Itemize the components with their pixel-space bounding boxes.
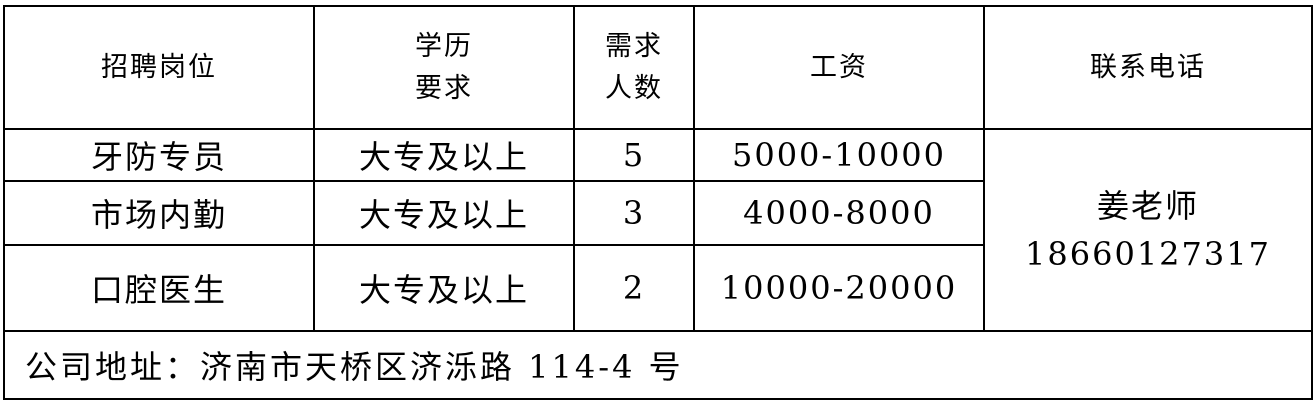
header-count: 需求 人数 — [573, 5, 695, 130]
header-salary: 工资 — [693, 5, 985, 130]
cell-position: 口腔医生 — [3, 244, 315, 332]
table-row: 口腔医生 大专及以上 2 10000-20000 — [3, 244, 1312, 332]
cell-education: 大专及以上 — [313, 244, 575, 332]
header-count-line1: 需求 — [605, 30, 663, 62]
header-education-line2: 要求 — [415, 72, 473, 104]
contact-phone: 18660127317 — [1025, 235, 1271, 273]
cell-count: 2 — [573, 244, 695, 332]
cell-position: 牙防专员 — [3, 128, 315, 182]
header-education-line1: 学历 — [415, 30, 473, 62]
header-phone: 联系电话 — [983, 5, 1313, 130]
cell-salary: 10000-20000 — [693, 244, 985, 332]
table-row: 牙防专员 大专及以上 5 5000-10000 姜老师 18660127317 — [3, 128, 1313, 332]
cell-salary: 4000-8000 — [693, 180, 985, 246]
cell-salary: 5000-10000 — [693, 128, 985, 182]
cell-count: 3 — [573, 180, 695, 246]
header-row: 招聘岗位 学历要求 需求人数 工资 联系电话 — [3, 5, 1313, 130]
cell-count: 5 — [573, 128, 695, 182]
header-position: 招聘岗位 — [3, 5, 315, 130]
cell-education: 大专及以上 — [313, 180, 575, 246]
recruitment-table: 招聘岗位 学历要求 需求人数 工资 联系电话 牙防专员 大专及以上 5 5000… — [3, 5, 1313, 400]
cell-position: 市场内勤 — [3, 180, 315, 246]
header-count-line2: 人数 — [605, 72, 663, 104]
address-row: 公司地址：济南市天桥区济泺路 114-4 号 — [3, 330, 1313, 400]
contact-name: 姜老师 — [1096, 187, 1199, 225]
table-row: 市场内勤 大专及以上 3 4000-8000 — [3, 180, 1312, 246]
company-address: 公司地址：济南市天桥区济泺路 114-4 号 — [3, 330, 1313, 400]
header-education: 学历 要求 — [313, 5, 575, 130]
cell-education: 大专及以上 — [313, 128, 575, 182]
cell-contact: 姜老师 18660127317 — [983, 128, 1313, 332]
